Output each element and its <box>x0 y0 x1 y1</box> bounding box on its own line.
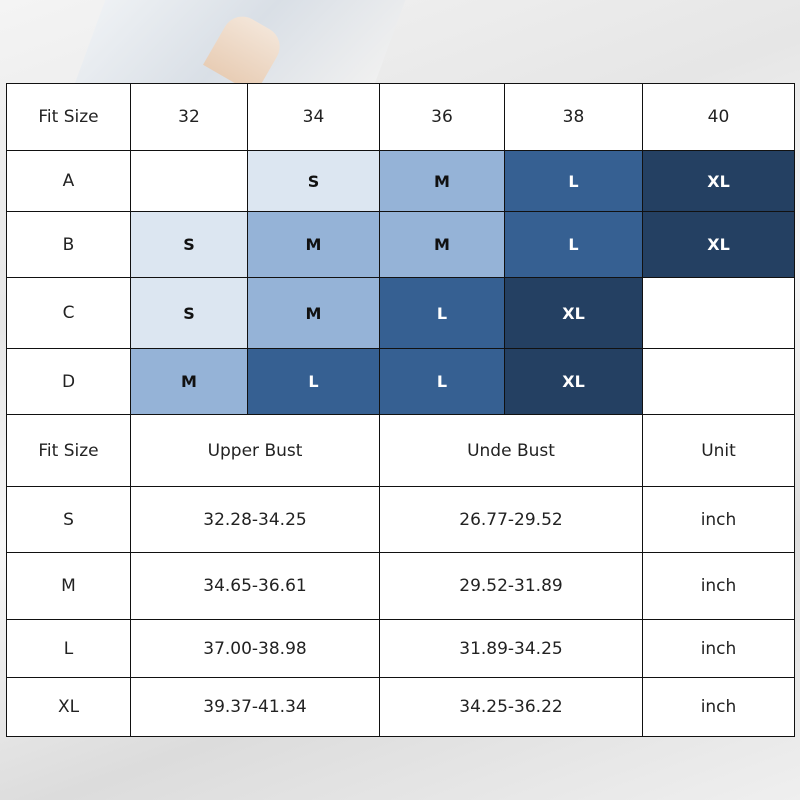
size-cell: M <box>247 277 380 349</box>
measure-cell: inch <box>642 619 795 678</box>
measure-cell: S <box>6 486 131 553</box>
measure-cell: inch <box>642 552 795 620</box>
measure-cell: 37.00-38.98 <box>130 619 380 678</box>
column-header: Unde Bust <box>379 414 643 487</box>
column-header: 32 <box>130 83 248 151</box>
measure-cell: 29.52-31.89 <box>379 552 643 620</box>
size-cell: L <box>504 211 643 278</box>
cup-row-C: C S M L XL <box>6 277 795 349</box>
column-header: 36 <box>379 83 505 151</box>
cup-row-A: A S M L XL <box>6 150 795 212</box>
measure-row: XL 39.37-41.34 34.25-36.22 inch <box>6 677 795 737</box>
size-cell: L <box>504 150 643 212</box>
size-cell: XL <box>504 348 643 415</box>
measure-row: M 34.65-36.61 29.52-31.89 inch <box>6 552 795 620</box>
column-header: Fit Size <box>6 414 131 487</box>
cup-label: B <box>6 211 131 278</box>
size-cell: XL <box>642 211 795 278</box>
size-cell: XL <box>504 277 643 349</box>
column-header: Unit <box>642 414 795 487</box>
size-cell <box>642 277 795 349</box>
measure-cell: 31.89-34.25 <box>379 619 643 678</box>
measure-row: S 32.28-34.25 26.77-29.52 inch <box>6 486 795 553</box>
size-cell: L <box>379 348 505 415</box>
grid-header-row: Fit Size 32 34 36 38 40 <box>6 83 795 151</box>
size-cell: M <box>130 348 248 415</box>
size-cell: M <box>379 150 505 212</box>
size-cell: M <box>247 211 380 278</box>
measure-cell: 39.37-41.34 <box>130 677 380 737</box>
measure-cell: 34.65-36.61 <box>130 552 380 620</box>
cup-label: A <box>6 150 131 212</box>
measure-cell: M <box>6 552 131 620</box>
measure-header-row: Fit Size Upper Bust Unde Bust Unit <box>6 414 795 487</box>
size-cell: L <box>379 277 505 349</box>
measure-cell: L <box>6 619 131 678</box>
measure-cell: inch <box>642 677 795 737</box>
size-cell <box>642 348 795 415</box>
column-header: Fit Size <box>6 83 131 151</box>
measure-cell: XL <box>6 677 131 737</box>
measure-row: L 37.00-38.98 31.89-34.25 inch <box>6 619 795 678</box>
size-cell: S <box>130 211 248 278</box>
cup-row-B: B S M M L XL <box>6 211 795 278</box>
column-header: 34 <box>247 83 380 151</box>
measure-cell: 34.25-36.22 <box>379 677 643 737</box>
size-cell: M <box>379 211 505 278</box>
measure-cell: 26.77-29.52 <box>379 486 643 553</box>
cup-row-D: D M L L XL <box>6 348 795 415</box>
size-cell <box>130 150 248 212</box>
size-cell: S <box>130 277 248 349</box>
size-chart: Fit Size 32 34 36 38 40 A S M L XL B S M M L XL C S M L XL D M L… <box>6 83 795 737</box>
cup-label: C <box>6 277 131 349</box>
size-cell: S <box>247 150 380 212</box>
measure-cell: 32.28-34.25 <box>130 486 380 553</box>
cup-label: D <box>6 348 131 415</box>
measure-cell: inch <box>642 486 795 553</box>
column-header: Upper Bust <box>130 414 380 487</box>
size-cell: L <box>247 348 380 415</box>
column-header: 38 <box>504 83 643 151</box>
column-header: 40 <box>642 83 795 151</box>
size-cell: XL <box>642 150 795 212</box>
